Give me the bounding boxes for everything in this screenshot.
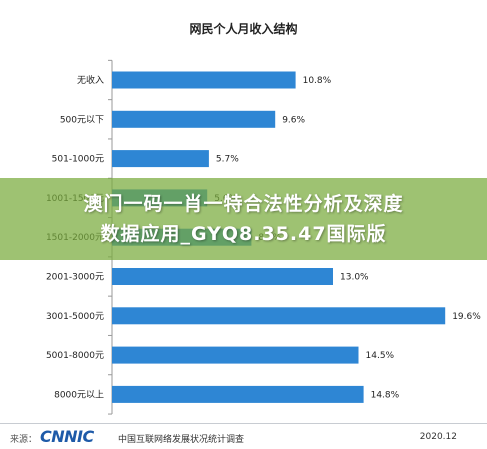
category-label: 无收入: [77, 74, 104, 86]
bar: [112, 110, 276, 128]
value-label: 9.6%: [282, 115, 305, 125]
category-label: 3001-5000元: [46, 312, 104, 322]
value-label: 14.8%: [371, 390, 400, 400]
category-label: 501-1000元: [52, 155, 104, 165]
value-label: 10.8%: [303, 76, 332, 86]
footer: 来源： CNNIC 中国互联网络发展状况统计调查 2020.12: [0, 423, 487, 449]
value-label: 19.6%: [452, 312, 481, 322]
value-label: 13.0%: [340, 273, 369, 283]
report-date: 2020.12: [419, 432, 457, 442]
category-label: 5001-8000元: [46, 351, 104, 361]
bar: [112, 346, 359, 364]
bar: [112, 268, 333, 285]
source-label: 来源：: [10, 435, 38, 445]
watermark-banner: 澳门一码一肖一特合法性分析及深度 数据应用_GYQ8.35.47国际版: [0, 178, 487, 260]
category-label: 8000元以上: [54, 389, 104, 400]
value-label: 5.7%: [216, 155, 239, 165]
value-label: 14.5%: [366, 351, 395, 361]
watermark-line-1: 澳门一码一肖一特合法性分析及深度: [83, 193, 404, 215]
chart-title: 网民个人月收入结构: [189, 22, 298, 36]
cnnic-logo: CNNIC: [40, 427, 94, 446]
bar: [112, 150, 209, 168]
watermark-line-2: 数据应用_GYQ8.35.47国际版: [100, 223, 387, 245]
bar: [112, 307, 446, 325]
bar: [112, 71, 296, 89]
bar: [112, 385, 364, 403]
source-org: 中国互联网络发展状况统计调查: [118, 435, 245, 445]
category-label: 500元以下: [60, 115, 104, 125]
category-label: 2001-3000元: [46, 273, 104, 283]
